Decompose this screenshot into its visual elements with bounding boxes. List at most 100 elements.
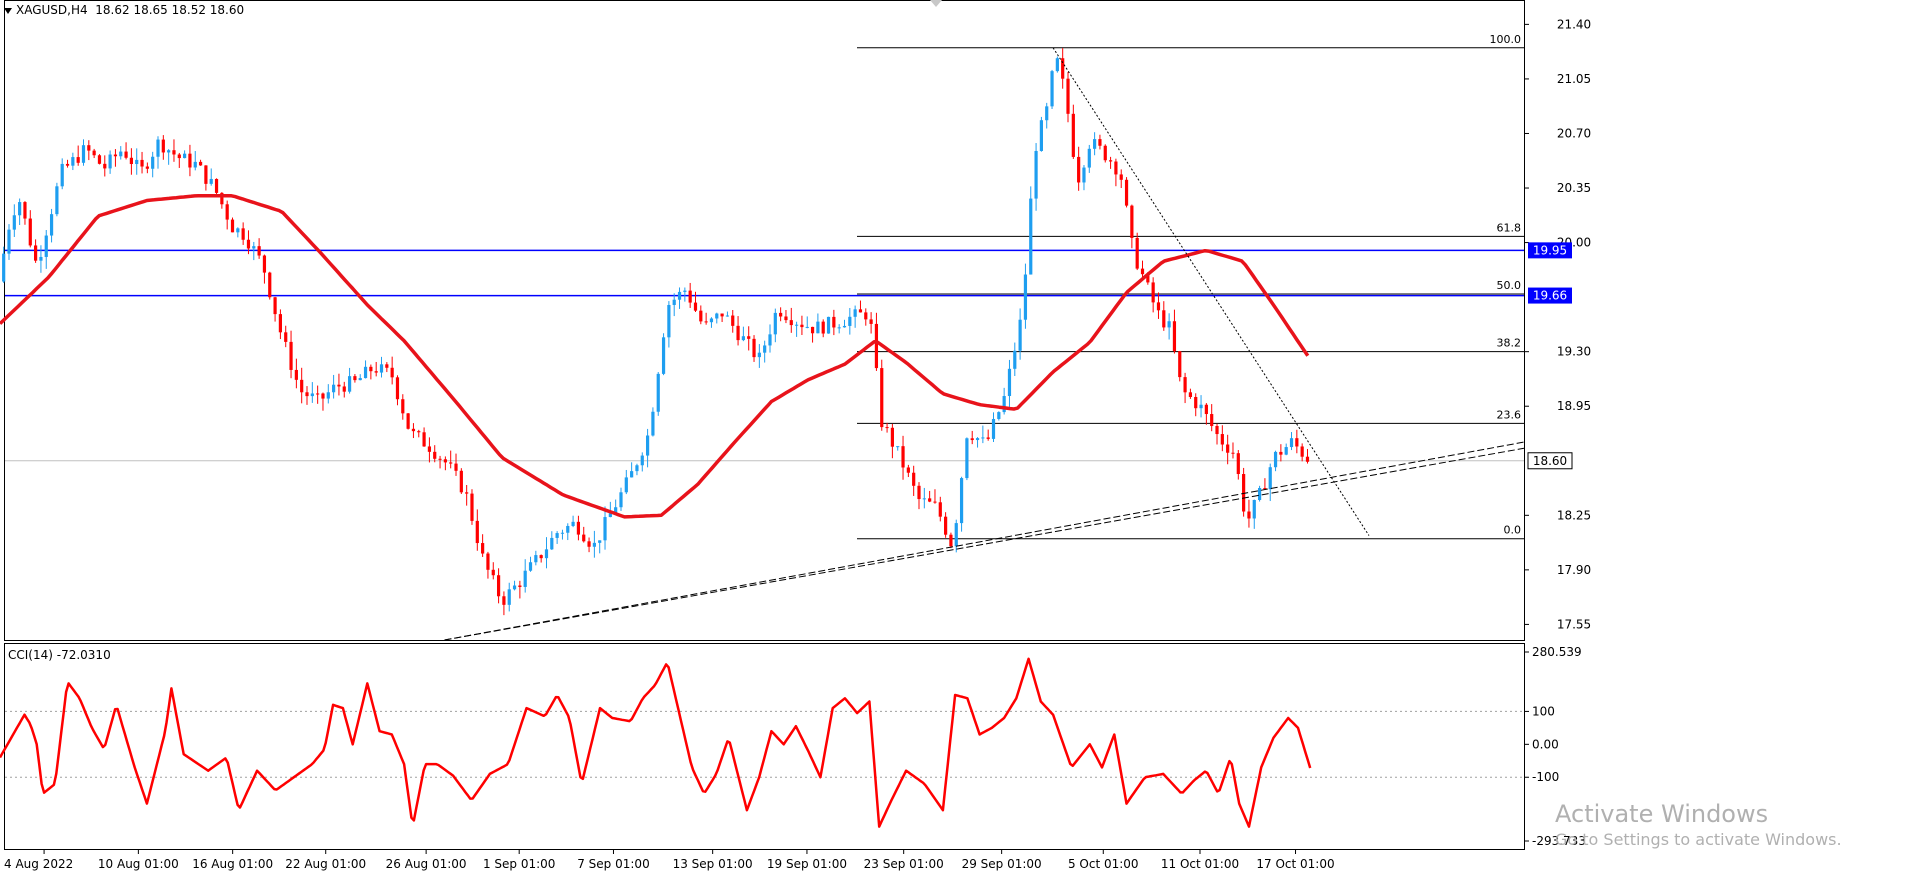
price-tick-label: 20.70 [1557,126,1591,140]
candle-body [731,315,735,326]
collapse-arrow-icon[interactable] [4,7,12,14]
candle-body [512,585,517,590]
main-panel[interactable] [4,0,1525,641]
candle-body [353,376,357,381]
candle-body [1236,453,1240,475]
activation-watermark: Activate Windows Go to Settings to activ… [1555,800,1842,849]
candle-body [635,465,639,472]
candle-body [720,313,724,317]
candle-body [103,163,107,169]
candle-body [502,596,506,605]
candle-body [896,446,900,448]
candle-body [1188,392,1193,397]
candle-body [475,520,479,544]
candle-body [1055,58,1059,72]
candle-body [582,534,586,542]
candle-body [97,155,102,164]
candle-body [465,492,469,494]
candle-body [241,228,245,240]
candle-body [49,214,54,236]
candle-body [699,310,703,322]
candle-body [289,341,293,370]
candle-body [1146,274,1150,283]
candle-body [406,413,410,429]
scroll-marker-icon[interactable] [930,0,942,7]
candle-body [1268,467,1272,490]
candle-body [193,161,197,168]
candle-body [975,438,980,441]
candle-body [1210,414,1214,426]
candle-body [374,371,378,373]
candle-body [1114,161,1118,175]
ohlc-label: 18.62 18.65 18.52 18.60 [95,3,245,17]
candle-body [1194,396,1198,409]
fib-level-label: 38.2 [1497,337,1522,350]
candle-body [1215,425,1219,435]
candle-body [87,145,91,151]
candle-body [1300,446,1304,457]
candle-body [337,384,341,387]
candle-body [528,562,533,571]
hline-price-label: 19.66 [1533,289,1567,303]
candle-body [1305,456,1310,462]
candle-body [236,228,240,233]
candle-body [741,336,745,341]
candle-body [917,485,921,500]
candle-body [779,312,783,317]
candle-body [65,163,70,166]
candle-body [1061,58,1065,79]
candle-body [959,478,964,524]
candle-body [23,202,27,219]
price-tick-label: 18.95 [1557,399,1591,413]
uptrend-line[interactable] [444,447,1525,641]
indicator-panel[interactable] [4,643,1525,850]
candle-body [1284,447,1288,455]
candle-body [560,532,565,534]
candle-body [885,427,889,429]
candle-body [379,364,384,373]
candle-body [1220,434,1224,445]
candle-body [316,393,320,395]
candle-body [167,150,171,153]
candle-body [1002,396,1006,413]
candle-body [608,513,612,518]
candle-body [257,246,261,256]
candle-body [347,376,352,392]
candle-body [1093,139,1097,149]
candle-body [332,384,336,393]
candle-body [523,570,527,587]
candle-body [747,336,751,339]
candle-body [491,569,495,576]
candle-body [773,312,777,335]
candle-body [1289,438,1294,448]
candle-body [539,555,543,559]
candle-body [1039,120,1044,151]
downtrend-line[interactable] [1052,47,1370,536]
candle-body [390,367,394,378]
price-tick-label: 17.55 [1557,617,1591,631]
cci-tick-label: 0.00 [1532,737,1559,751]
candle-body [544,549,549,559]
candle-body [837,327,841,329]
cci-tick-label: 280.539 [1532,645,1582,659]
candle-body [449,462,453,464]
candle-body [358,378,362,381]
candle-body [129,157,133,165]
uptrend-line[interactable] [444,441,1525,641]
cci-line[interactable] [0,657,1312,828]
candle-body [28,218,32,246]
candle-body [12,215,16,230]
candle-body [869,319,873,324]
candle-body [587,541,591,547]
candle-body [321,393,325,399]
price-tick-label: 20.35 [1557,181,1591,195]
candle-body [832,316,836,328]
candle-body [7,229,11,254]
moving-average-line[interactable] [0,194,1310,519]
candle-body [214,178,219,193]
candle-body [326,392,330,399]
price-tick-label: 21.40 [1557,17,1591,31]
fib-level-label: 23.6 [1497,408,1522,421]
candle-body [986,437,990,439]
